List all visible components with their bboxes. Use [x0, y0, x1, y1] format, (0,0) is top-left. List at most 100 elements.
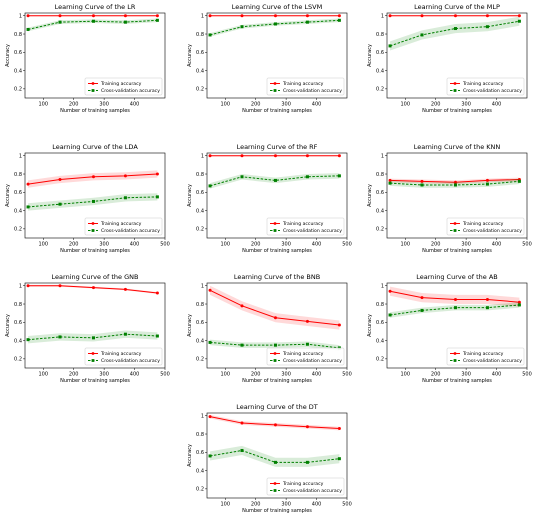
x-tick-label: 400 — [492, 102, 502, 108]
data-point — [305, 14, 309, 18]
y-tick-label: 0.4 — [196, 68, 204, 74]
y-tick-label: 0.6 — [196, 50, 204, 56]
y-tick-label: 0.6 — [14, 320, 22, 326]
legend-box — [266, 77, 345, 96]
y-tick-label: 0.4 — [196, 468, 204, 474]
x-tick-label: 100 — [38, 242, 48, 248]
legend-label: Training accuracy — [462, 221, 504, 227]
chart-panel: Learning Curve of the RF 0.2 0.4 0.6 0.8 1 100… — [187, 143, 352, 254]
legend-marker — [453, 82, 457, 85]
x-axis-label: Number of training samples — [422, 378, 492, 384]
chart-panel: Learning Curve of the MLP 0.2 0.4 0.6 0.8 1 10… — [367, 3, 528, 114]
data-point — [337, 457, 341, 461]
legend-label: Training accuracy — [282, 351, 324, 357]
x-tick-label: 300 — [461, 102, 471, 108]
x-axis-label: Number of training samples — [242, 108, 312, 114]
legend-label: Training accuracy — [282, 221, 324, 227]
x-tick-label: 300 — [99, 102, 109, 108]
chart-title: Learning Curve of the LSVM — [232, 3, 322, 11]
data-point — [208, 415, 212, 419]
legend-label: Cross-validation accuracy — [283, 228, 342, 234]
series-cross-validation — [388, 16, 521, 51]
data-point — [337, 18, 341, 22]
y-tick-label: 0.4 — [14, 68, 22, 74]
legend-label: Cross-validation accuracy — [463, 88, 522, 94]
data-point — [91, 14, 95, 18]
data-point — [305, 425, 309, 429]
x-tick-label: 300 — [281, 242, 291, 248]
y-tick-label: 0.6 — [14, 190, 22, 196]
confidence-band — [210, 414, 340, 431]
x-tick-label: 400 — [130, 102, 140, 108]
data-point — [91, 286, 95, 290]
data-point — [240, 421, 244, 425]
data-point — [240, 343, 244, 347]
legend-marker — [273, 489, 277, 492]
data-point — [485, 306, 489, 310]
confidence-band — [210, 18, 340, 37]
confidence-band — [390, 16, 520, 51]
series-cross-validation — [26, 18, 159, 32]
chart-panel: Learning Curve of the LSVM 0.2 0.4 0.6 0.8 1 1… — [187, 3, 348, 114]
data-point — [208, 154, 212, 158]
data-point — [420, 183, 424, 187]
data-point — [123, 332, 127, 336]
y-tick-label: 1 — [381, 284, 384, 290]
y-tick-label: 0.6 — [14, 50, 22, 56]
legend-box — [446, 347, 525, 366]
legend-marker — [91, 82, 95, 85]
series-cross-validation — [208, 18, 341, 37]
x-tick-label: 400 — [312, 102, 322, 108]
plot-frame — [386, 152, 528, 239]
y-tick-label: 0.2 — [376, 357, 384, 363]
legend-marker — [273, 359, 277, 362]
data-point — [273, 178, 277, 182]
series-cross-validation — [26, 193, 159, 211]
data-point — [58, 178, 62, 182]
data-point — [273, 423, 277, 427]
data-point — [305, 175, 309, 179]
x-tick-label: 400 — [312, 372, 322, 378]
data-point — [91, 336, 95, 340]
chart-title: Learning Curve of the MLP — [414, 3, 500, 11]
x-tick-label: 100 — [220, 102, 230, 108]
legend-label: Cross-validation accuracy — [101, 88, 160, 94]
data-point — [305, 20, 309, 24]
chart-title: Learning Curve of the RF — [237, 143, 318, 151]
data-point — [388, 14, 392, 18]
legend-marker — [273, 482, 277, 485]
chart-title: Learning Curve of the DT — [236, 403, 318, 411]
data-point — [453, 297, 457, 301]
data-point — [58, 20, 62, 24]
y-tick-label: 0.8 — [14, 32, 22, 38]
legend-box — [84, 217, 163, 236]
data-point — [273, 14, 277, 18]
x-axis-label: Number of training samples — [60, 248, 130, 254]
data-point — [123, 14, 127, 18]
x-tick-label: 500 — [160, 242, 170, 248]
data-point — [420, 308, 424, 312]
data-point — [208, 184, 212, 188]
legend-marker — [453, 359, 457, 362]
y-tick-label: 0.4 — [14, 208, 22, 214]
x-axis-label: Number of training samples — [242, 378, 312, 384]
confidence-band — [390, 302, 520, 318]
series-cross-validation — [208, 173, 341, 189]
y-axis-label: Accuracy — [187, 44, 193, 67]
data-point — [26, 205, 30, 209]
x-tick-label: 200 — [431, 372, 441, 378]
data-point — [453, 180, 457, 184]
y-tick-label: 1 — [201, 284, 204, 290]
y-tick-label: 0.6 — [376, 320, 384, 326]
data-point — [208, 33, 212, 37]
plot-frame — [206, 12, 348, 99]
y-tick-label: 0.6 — [196, 450, 204, 456]
y-tick-label: 0.2 — [196, 87, 204, 93]
x-axis-label: Number of training samples — [242, 508, 312, 514]
legend-box — [84, 77, 163, 96]
x-axis-label: Number of training samples — [422, 108, 492, 114]
legend-marker — [453, 352, 457, 355]
y-axis-label: Accuracy — [5, 44, 11, 67]
series-training — [26, 170, 159, 188]
